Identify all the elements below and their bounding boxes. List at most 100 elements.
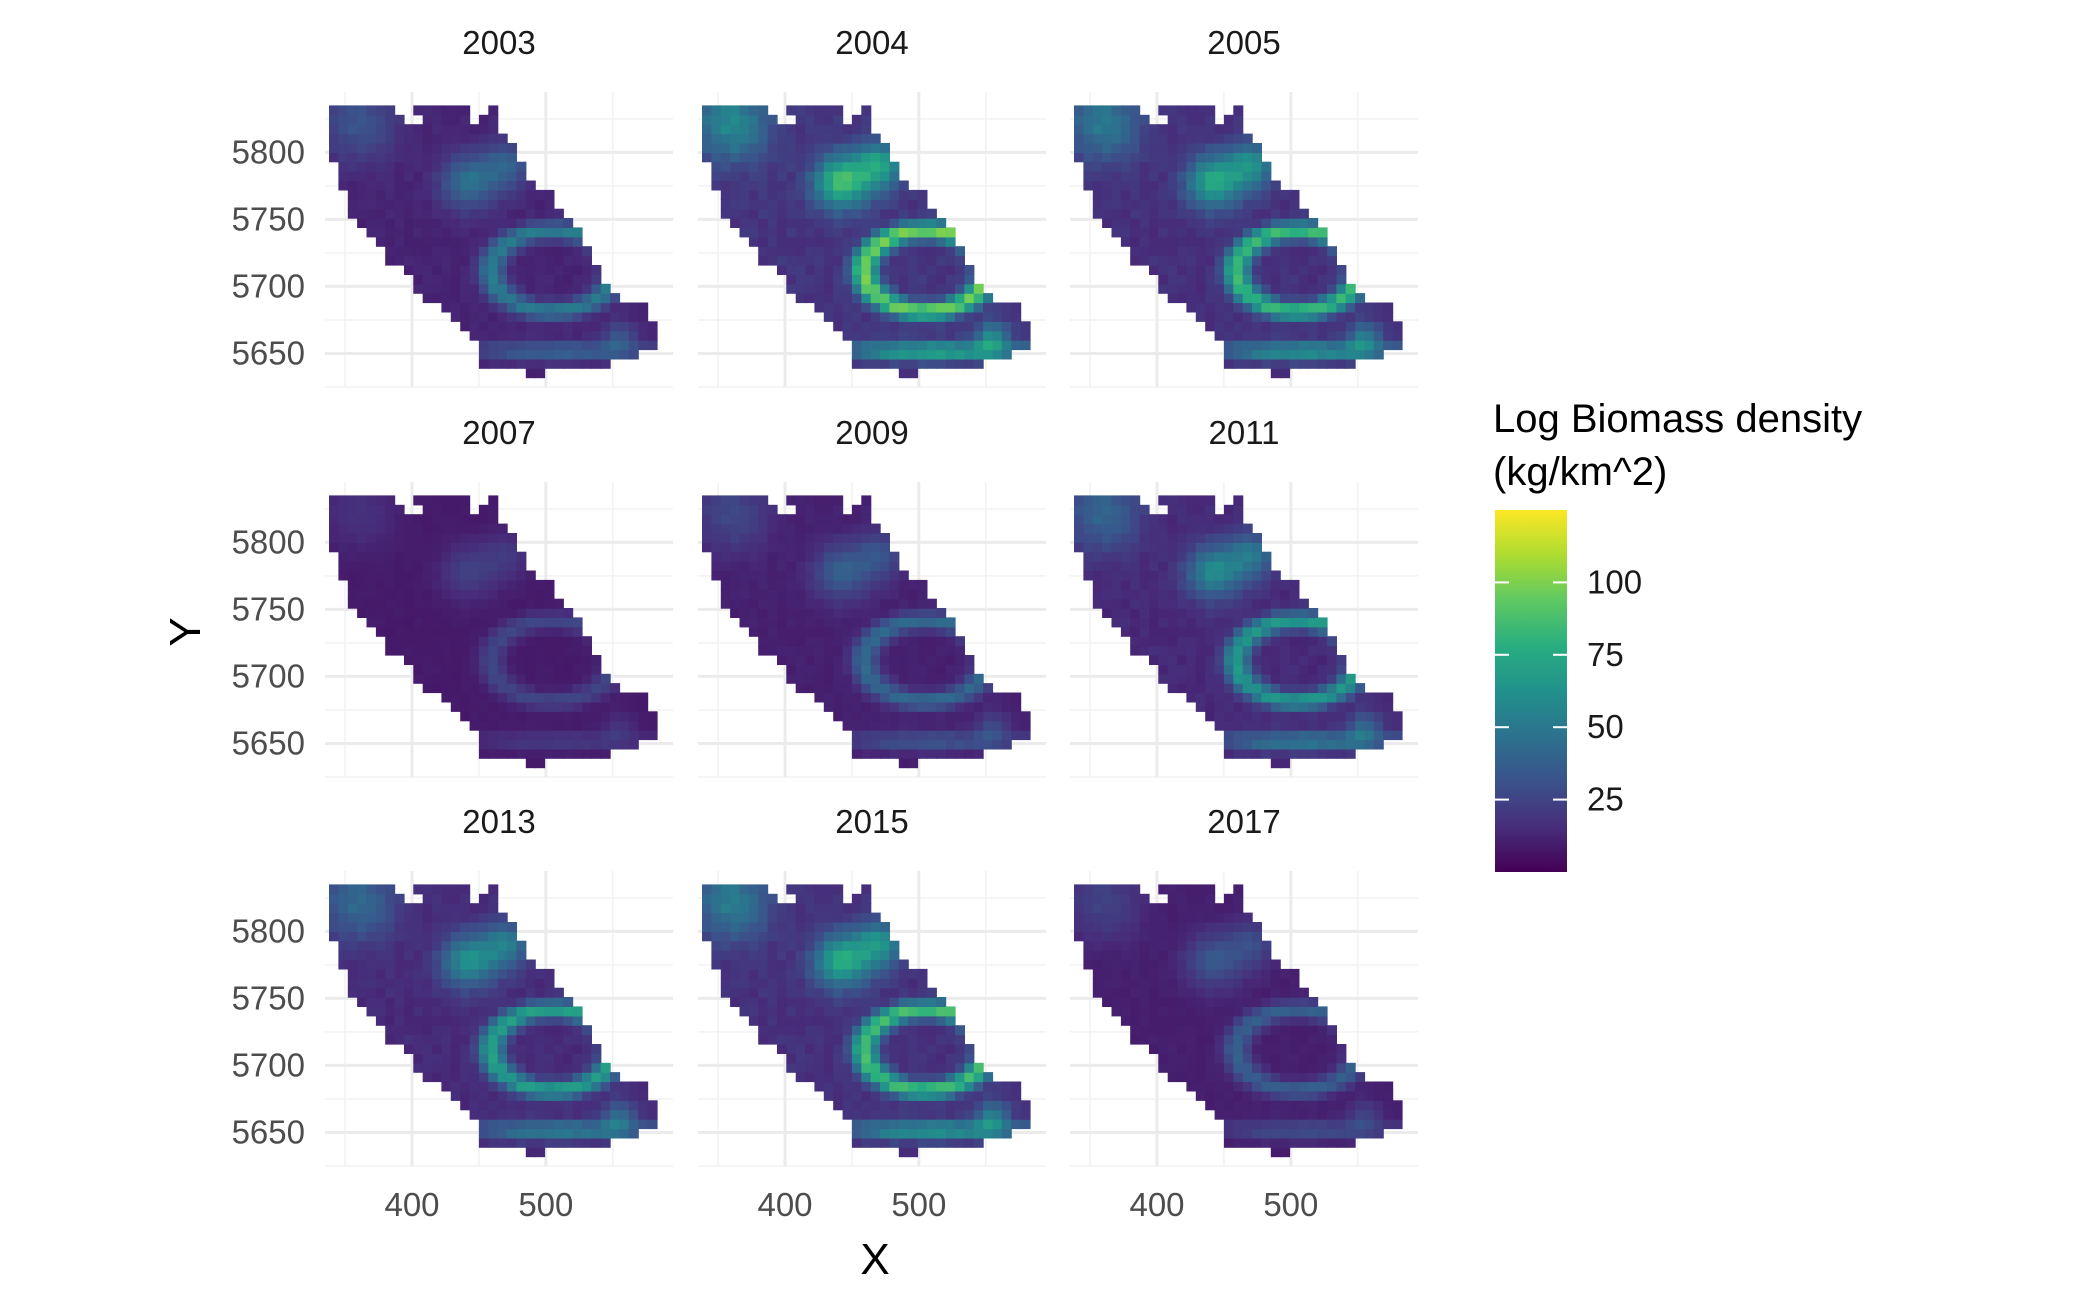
raster-cell bbox=[833, 978, 844, 989]
raster-cell bbox=[610, 302, 621, 313]
raster-cell bbox=[469, 246, 480, 257]
raster-cell bbox=[851, 533, 862, 543]
raster-cell bbox=[591, 683, 602, 694]
raster-cell bbox=[460, 608, 471, 618]
raster-cell bbox=[488, 608, 499, 618]
raster-cell bbox=[450, 701, 461, 712]
raster-cell bbox=[1327, 283, 1337, 294]
raster-cell bbox=[544, 236, 555, 247]
raster-cell bbox=[926, 255, 937, 266]
raster-cell bbox=[1214, 636, 1225, 647]
raster-cell bbox=[926, 626, 937, 637]
raster-cell bbox=[422, 1015, 433, 1026]
raster-cell bbox=[1233, 608, 1244, 618]
raster-cell bbox=[1205, 950, 1216, 961]
raster-cell bbox=[525, 636, 536, 647]
raster-cell bbox=[1195, 636, 1206, 647]
raster-cell bbox=[795, 1006, 806, 1017]
raster-cell bbox=[936, 701, 947, 712]
raster-cell bbox=[711, 561, 722, 572]
raster-cell bbox=[450, 265, 461, 275]
raster-cell bbox=[1130, 950, 1141, 961]
raster-cell bbox=[441, 274, 452, 285]
raster-cell bbox=[507, 321, 517, 332]
raster-cell bbox=[1139, 617, 1150, 628]
raster-cell bbox=[898, 589, 909, 600]
raster-cell bbox=[591, 321, 602, 332]
raster-cell bbox=[422, 255, 433, 266]
raster-cell bbox=[1214, 311, 1225, 322]
raster-cell bbox=[1011, 302, 1022, 313]
raster-cell bbox=[544, 711, 555, 722]
raster-cell bbox=[1261, 570, 1272, 581]
raster-cell bbox=[535, 1137, 546, 1148]
raster-cell bbox=[1298, 227, 1309, 238]
raster-cell bbox=[823, 978, 834, 989]
raster-cell bbox=[1270, 321, 1281, 332]
raster-cell bbox=[842, 645, 853, 656]
raster-cell bbox=[544, 349, 555, 360]
raster-cell bbox=[375, 533, 386, 543]
raster-cell bbox=[814, 1044, 825, 1054]
raster-cell bbox=[1270, 283, 1281, 294]
raster-cell bbox=[357, 542, 368, 553]
raster-cell bbox=[497, 598, 508, 609]
raster-cell bbox=[1120, 171, 1131, 182]
raster-cell bbox=[1298, 701, 1309, 712]
raster-cell bbox=[1270, 255, 1281, 266]
raster-cell bbox=[1289, 358, 1300, 369]
raster-cell bbox=[525, 1147, 536, 1158]
raster-cell bbox=[432, 1072, 443, 1083]
raster-cell bbox=[497, 265, 508, 275]
raster-cell bbox=[563, 1006, 574, 1017]
raster-cell bbox=[516, 1119, 527, 1130]
raster-cell bbox=[851, 1044, 862, 1054]
raster-cell bbox=[870, 589, 881, 600]
raster-cell bbox=[1233, 105, 1244, 116]
raster-cell bbox=[357, 931, 368, 942]
raster-cell bbox=[1223, 358, 1234, 369]
raster-cell bbox=[730, 143, 741, 153]
raster-cell bbox=[758, 636, 769, 647]
raster-cell bbox=[366, 931, 377, 942]
raster-cell bbox=[535, 321, 546, 332]
raster-cell bbox=[814, 171, 825, 182]
raster-cell bbox=[1233, 208, 1244, 219]
raster-cell bbox=[572, 340, 583, 351]
raster-cell bbox=[394, 608, 405, 618]
raster-cell bbox=[870, 302, 881, 313]
raster-cell bbox=[758, 105, 769, 116]
raster-cell bbox=[422, 227, 433, 238]
raster-cell bbox=[964, 1053, 975, 1064]
raster-cell bbox=[851, 1053, 862, 1064]
raster-cell bbox=[955, 720, 965, 731]
raster-cell bbox=[516, 655, 527, 665]
raster-cell bbox=[767, 912, 778, 923]
raster-cell bbox=[1289, 340, 1300, 351]
raster-cell bbox=[544, 330, 555, 341]
raster-cell bbox=[936, 1128, 947, 1139]
raster-cell bbox=[889, 358, 900, 369]
raster-cell bbox=[767, 227, 778, 238]
raster-cell bbox=[544, 199, 555, 210]
raster-cell bbox=[767, 533, 778, 543]
raster-cell bbox=[404, 922, 414, 932]
raster-cell bbox=[1383, 711, 1394, 722]
raster-cell bbox=[582, 283, 592, 294]
raster-cell bbox=[385, 1025, 396, 1036]
raster-cell bbox=[1205, 1072, 1216, 1083]
raster-cell bbox=[422, 105, 433, 116]
raster-cell bbox=[917, 1090, 928, 1101]
raster-cell bbox=[851, 542, 862, 553]
raster-cell bbox=[1327, 274, 1337, 285]
raster-cell bbox=[870, 997, 881, 1007]
raster-cell bbox=[544, 255, 555, 266]
raster-cell bbox=[544, 265, 555, 275]
raster-cell bbox=[851, 950, 862, 961]
raster-cell bbox=[795, 274, 806, 285]
raster-cell bbox=[478, 598, 489, 609]
raster-cell bbox=[777, 912, 787, 923]
raster-cell bbox=[1223, 161, 1234, 172]
raster-cell bbox=[469, 626, 480, 637]
